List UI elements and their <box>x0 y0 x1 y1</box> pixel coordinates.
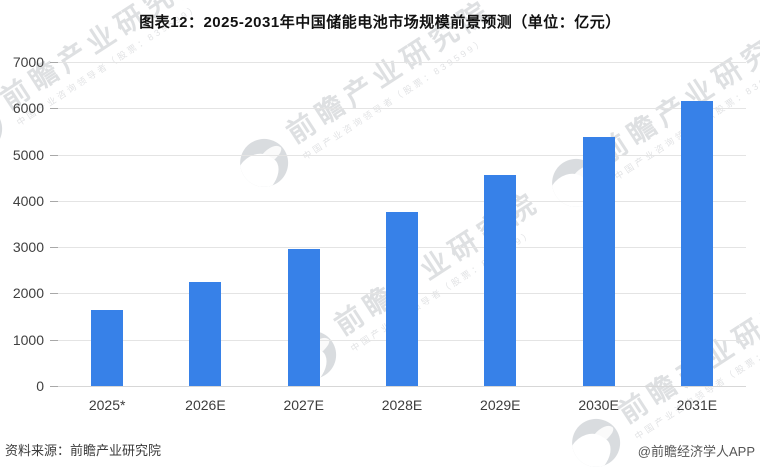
y-axis-label: 6000 <box>12 100 44 117</box>
y-axis-tick <box>50 339 58 341</box>
x-axis-label-2029E: 2029E <box>480 397 521 413</box>
gridline <box>58 62 746 63</box>
qianzhan-bird-logo-icon <box>562 409 630 468</box>
y-axis-label: 3000 <box>12 239 44 256</box>
bar-2026E <box>189 282 222 386</box>
source-note: 资料来源：前瞻产业研究院 <box>5 443 162 458</box>
chart-title: 图表12：2025-2031年中国储能电池市场规模前景预测（单位：亿元） <box>139 14 621 31</box>
y-axis-label: 5000 <box>12 146 44 163</box>
y-axis-tick <box>50 108 58 110</box>
y-axis-tick <box>50 386 58 387</box>
y-axis-label: 2000 <box>12 285 44 302</box>
x-axis-label-2028E: 2028E <box>381 397 423 413</box>
bar-2030E <box>582 137 615 386</box>
y-axis-tick <box>50 200 58 202</box>
bar-2027E <box>287 249 320 386</box>
bar-2029E <box>484 175 517 386</box>
bar-2031E <box>680 101 713 386</box>
y-axis-tick <box>50 154 58 156</box>
y-axis-tick <box>50 62 58 63</box>
plot-area: 0 1000 2000 3000 4000 5000 6000 7000 2025* 2026E 2… <box>13 55 746 413</box>
gridline <box>58 200 746 202</box>
x-axis-label-2027E: 2027E <box>283 397 324 413</box>
gridline <box>58 154 746 156</box>
gridline <box>58 386 746 387</box>
brand-note: @前瞻经济学人APP <box>637 444 755 459</box>
y-axis-label: 1000 <box>12 331 44 348</box>
x-axis-label-2025: 2025* <box>88 397 126 413</box>
bar-2025 <box>91 310 124 386</box>
y-axis-tick <box>50 293 58 295</box>
bar-2028E <box>386 212 418 386</box>
y-axis-label: 7000 <box>12 54 44 70</box>
y-axis-tick <box>50 247 58 249</box>
y-axis-label: 4000 <box>12 192 44 209</box>
x-axis-label-2031E: 2031E <box>676 397 718 413</box>
gridline <box>58 108 746 110</box>
y-axis-label: 0 <box>36 378 44 394</box>
x-axis-label-2030E: 2030E <box>578 397 619 413</box>
x-axis-label-2026E: 2026E <box>185 397 226 413</box>
